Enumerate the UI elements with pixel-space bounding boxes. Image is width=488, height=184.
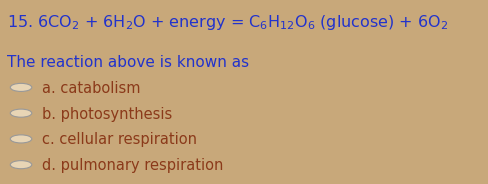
Text: a. catabolism: a. catabolism xyxy=(41,81,140,96)
Circle shape xyxy=(10,109,32,117)
Circle shape xyxy=(10,161,32,169)
Circle shape xyxy=(10,83,32,91)
Text: 15. 6CO$_2$ + 6H$_2$O + energy = C$_6$H$_{12}$O$_6$ (glucose) + 6O$_2$: 15. 6CO$_2$ + 6H$_2$O + energy = C$_6$H$… xyxy=(7,13,447,32)
Text: d. pulmonary respiration: d. pulmonary respiration xyxy=(41,158,223,173)
Text: c. cellular respiration: c. cellular respiration xyxy=(41,132,196,147)
Text: The reaction above is known as: The reaction above is known as xyxy=(7,55,249,70)
Text: b. photosynthesis: b. photosynthesis xyxy=(41,107,171,122)
Circle shape xyxy=(10,135,32,143)
